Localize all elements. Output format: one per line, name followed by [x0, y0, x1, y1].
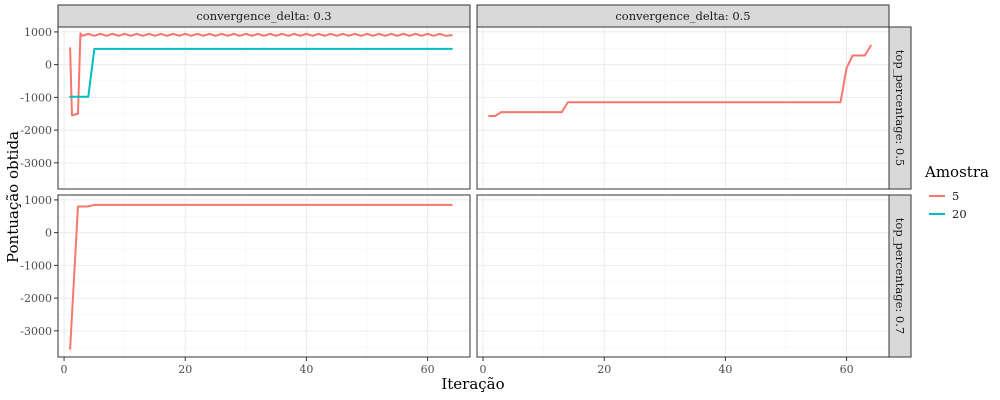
grid-layer [58, 27, 889, 357]
y-tick-label: 1000 [24, 26, 52, 39]
facet-label-column: convergence_delta: 0.5 [615, 9, 750, 23]
y-tick-label: 0 [45, 227, 52, 240]
legend-title: Amostra [924, 163, 989, 181]
facet-label-column: convergence_delta: 0.3 [196, 9, 331, 23]
y-tick-label: -3000 [20, 157, 52, 170]
y-tick-label: -2000 [20, 124, 52, 137]
legend: Amostra 5 20 [924, 163, 989, 221]
x-axis-title: Iteração [441, 375, 504, 393]
legend-label-5: 5 [952, 189, 959, 203]
y-tick-label: -1000 [20, 91, 52, 104]
x-tick-label: 40 [299, 363, 313, 376]
y-axis-title: Pontuação obtida [4, 131, 22, 263]
y-tick-label: -1000 [20, 259, 52, 272]
x-tick-label: 0 [61, 363, 68, 376]
x-tick-label: 20 [597, 363, 611, 376]
x-tick-label: 60 [421, 363, 435, 376]
y-tick-label: -3000 [20, 325, 52, 338]
facet-label-row: top_percentage: 0.7 [893, 218, 907, 334]
facet-label-row: top_percentage: 0.5 [893, 50, 907, 166]
panel-background [477, 195, 889, 357]
panel-background [58, 27, 470, 189]
panel-background [477, 27, 889, 189]
y-tick-label: 0 [45, 59, 52, 72]
y-tick-label: 1000 [24, 194, 52, 207]
x-tick-label: 20 [178, 363, 192, 376]
y-tick-label: -2000 [20, 292, 52, 305]
x-tick-label: 60 [840, 363, 854, 376]
panel-background [58, 195, 470, 357]
legend-label-20: 20 [952, 207, 967, 221]
x-tick-label: 40 [718, 363, 732, 376]
